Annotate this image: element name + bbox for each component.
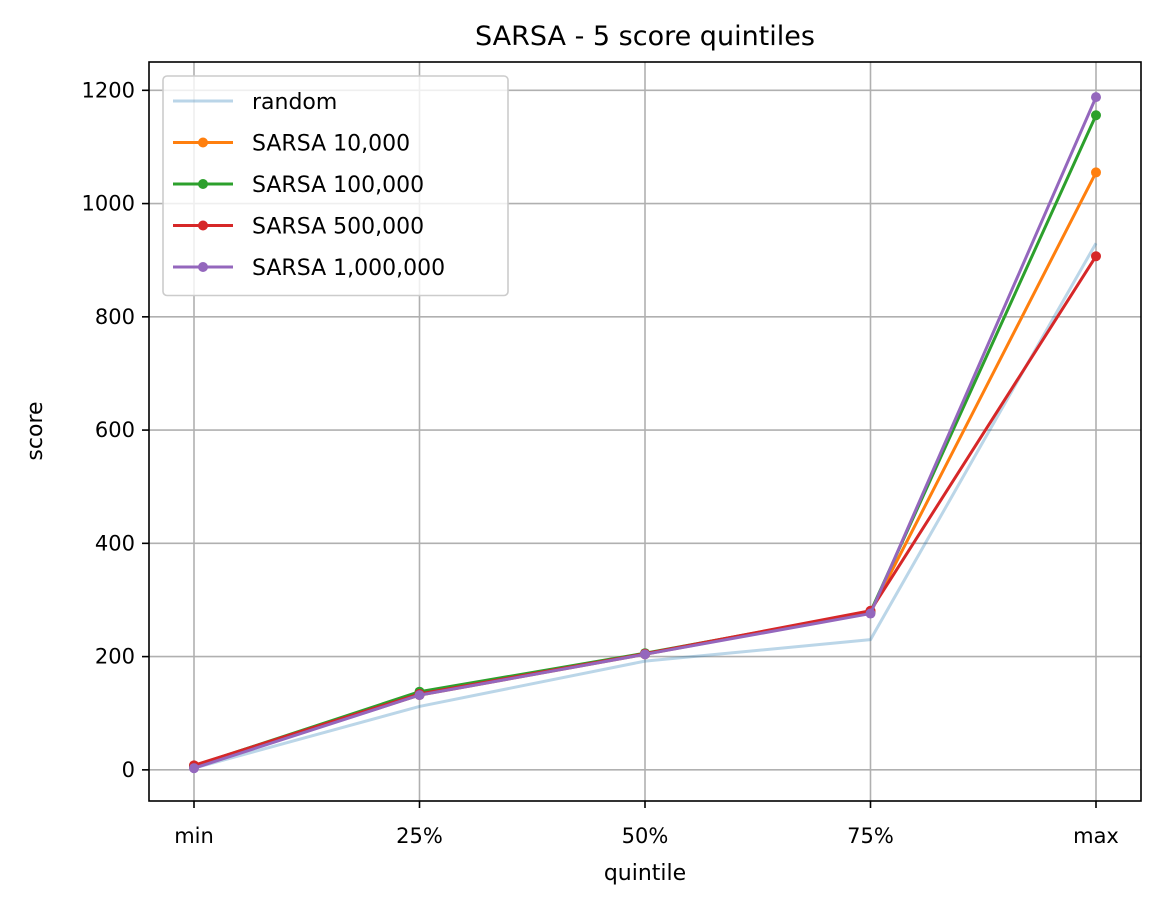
data-point bbox=[1091, 251, 1101, 262]
y-tick-label: 600 bbox=[95, 418, 135, 442]
data-point bbox=[414, 690, 425, 701]
x-tick-label: min bbox=[174, 824, 214, 848]
legend-marker bbox=[198, 220, 208, 231]
series-lines bbox=[189, 92, 1101, 774]
data-point bbox=[865, 608, 876, 619]
x-tick-label: 25% bbox=[396, 824, 443, 848]
series-line bbox=[193, 242, 1098, 770]
x-axis-label: quintile bbox=[604, 861, 686, 886]
grid-lines bbox=[149, 62, 1141, 801]
legend: random SARSA 10,000 SARSA 100,000 SARSA 500… bbox=[162, 75, 509, 297]
legend-marker bbox=[198, 179, 208, 189]
legend-label: random bbox=[252, 90, 337, 115]
legend-label: SARSA 100,000 bbox=[252, 173, 424, 198]
y-axis-ticks: 0 200 400 600 800 1000 1200 bbox=[82, 78, 149, 782]
legend-marker bbox=[198, 137, 208, 148]
legend-label: SARSA 1,000,000 bbox=[252, 256, 445, 281]
legend-item: random bbox=[173, 90, 337, 115]
legend-item: SARSA 500,000 bbox=[173, 215, 424, 240]
x-tick-label: max bbox=[1073, 824, 1119, 848]
data-point bbox=[1091, 92, 1101, 103]
legend-label: SARSA 10,000 bbox=[252, 132, 410, 157]
series-sarsa-1-000-000 bbox=[189, 92, 1101, 774]
data-point bbox=[1091, 110, 1101, 121]
y-tick-label: 0 bbox=[122, 758, 135, 782]
series-random bbox=[193, 242, 1098, 770]
legend-label: SARSA 500,000 bbox=[252, 215, 424, 240]
data-point bbox=[640, 649, 650, 660]
legend-box bbox=[162, 75, 509, 297]
data-point bbox=[1091, 167, 1101, 178]
y-tick-label: 200 bbox=[95, 645, 135, 669]
y-tick-label: 400 bbox=[95, 531, 135, 555]
chart-title: SARSA - 5 score quintiles bbox=[475, 21, 815, 52]
y-tick-label: 1200 bbox=[82, 78, 135, 102]
y-tick-label: 1000 bbox=[82, 192, 135, 216]
legend-item: SARSA 100,000 bbox=[173, 173, 424, 198]
x-tick-label: 75% bbox=[847, 824, 894, 848]
y-tick-label: 800 bbox=[95, 305, 135, 329]
x-axis-ticks: min 25% 50% 75% max bbox=[174, 801, 1119, 848]
legend-item: SARSA 1,000,000 bbox=[173, 256, 445, 281]
legend-marker bbox=[198, 262, 208, 272]
data-point bbox=[189, 763, 199, 774]
y-axis-label: score bbox=[23, 401, 48, 460]
x-tick-label: 50% bbox=[622, 824, 669, 848]
legend-item: SARSA 10,000 bbox=[173, 132, 410, 157]
